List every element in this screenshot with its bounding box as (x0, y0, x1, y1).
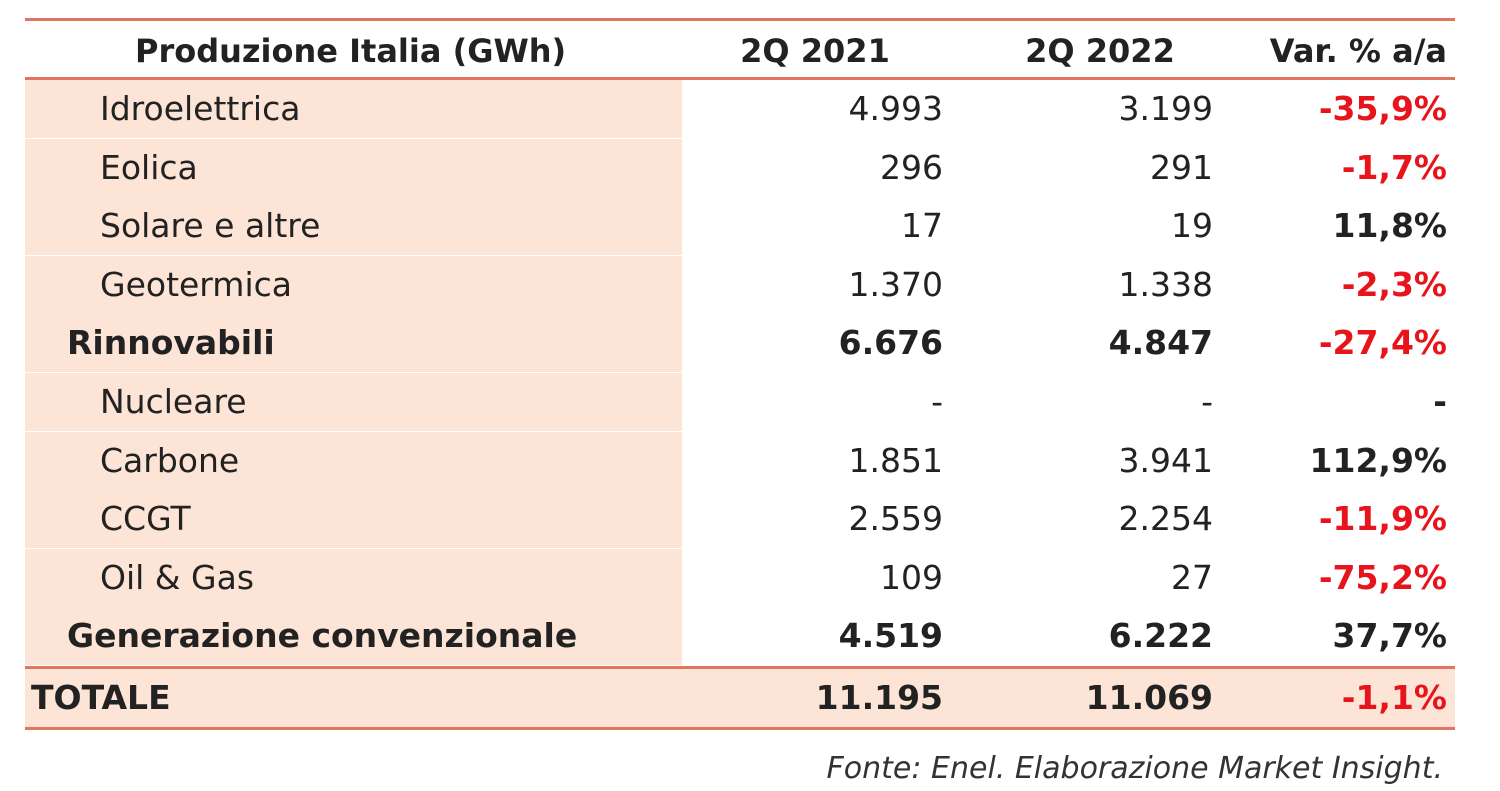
value-2q-2022: 2.254 (1118, 499, 1213, 539)
row-label: Carbone (100, 440, 240, 480)
value-variation: 11,8% (1332, 206, 1448, 246)
value-2q-2021: 6.676 (838, 323, 943, 363)
value-2q-2022: 1.338 (1118, 264, 1213, 304)
source-note: Fonte: Enel. Elaborazione Market Insight… (826, 751, 1443, 786)
total-2q-2021: 11.195 (815, 678, 943, 717)
total-row: TOTALE 11.195 11.069 -1,1% (25, 669, 1455, 727)
value-2q-2022: 27 (1171, 557, 1213, 597)
value-2q-2022: 4.847 (1108, 323, 1213, 363)
value-2q-2022: 3.941 (1118, 440, 1213, 480)
label-background (25, 197, 682, 256)
value-variation: 112,9% (1309, 440, 1447, 480)
table-row: Nucleare - - - (25, 373, 1455, 431)
table-row: Generazione convenzionale 4.519 6.222 37,7% (25, 607, 1455, 666)
value-2q-2021: 4.519 (838, 616, 943, 656)
total-variation: -1,1% (1341, 678, 1447, 717)
table-header: Produzione Italia (GWh) 2Q 2021 2Q 2022 … (25, 22, 1455, 80)
header-variation: Var. % a/a (1269, 32, 1447, 70)
value-2q-2021: - (931, 382, 943, 421)
value-2q-2021: 2.559 (848, 499, 943, 539)
label-background (25, 138, 682, 197)
total-label: TOTALE (31, 678, 171, 717)
value-2q-2022: 3.199 (1118, 89, 1213, 128)
table-row: Eolica 296 291 -1,7% (25, 138, 1455, 197)
header-label: Produzione Italia (GWh) (135, 32, 567, 70)
label-background (25, 490, 682, 549)
row-label: Nucleare (100, 382, 247, 421)
row-label: Rinnovabili (67, 323, 275, 363)
value-2q-2021: 296 (880, 147, 943, 187)
header-rule (25, 77, 1455, 80)
row-label: CCGT (100, 499, 191, 539)
header-2q-2022: 2Q 2022 (1025, 32, 1175, 70)
value-variation: -27,4% (1318, 323, 1447, 363)
label-background (25, 607, 682, 666)
row-label: Geotermica (100, 264, 292, 304)
table-row: CCGT 2.559 2.254 -11,9% (25, 490, 1455, 549)
bottom-rule (25, 727, 1455, 730)
label-background (25, 548, 682, 607)
value-variation: -35,9% (1318, 89, 1447, 128)
table-row: Oil & Gas 109 27 -75,2% (25, 548, 1455, 607)
total-top-rule (25, 666, 1455, 669)
value-variation: - (1433, 382, 1447, 421)
value-2q-2021: 109 (880, 557, 943, 597)
value-variation: 37,7% (1332, 616, 1448, 656)
table-row: Solare e altre 17 19 11,8% (25, 197, 1455, 256)
row-label: Generazione convenzionale (67, 616, 578, 656)
row-label: Idroelettrica (100, 89, 301, 128)
value-variation: -75,2% (1318, 557, 1447, 597)
value-2q-2022: 291 (1150, 147, 1213, 187)
value-2q-2021: 4.993 (848, 89, 943, 128)
label-background (25, 80, 682, 138)
label-background (25, 314, 682, 373)
row-label: Solare e altre (100, 206, 321, 246)
value-2q-2022: 6.222 (1108, 616, 1213, 656)
value-2q-2022: - (1201, 382, 1213, 421)
label-background (25, 255, 682, 314)
total-2q-2022: 11.069 (1085, 678, 1213, 717)
table-row: Carbone 1.851 3.941 112,9% (25, 431, 1455, 490)
value-2q-2021: 17 (901, 206, 943, 246)
value-variation: -1,7% (1341, 147, 1447, 187)
value-2q-2021: 1.370 (848, 264, 943, 304)
table-row: Rinnovabili 6.676 4.847 -27,4% (25, 314, 1455, 373)
row-label: Oil & Gas (100, 557, 255, 597)
top-rule (25, 18, 1455, 21)
label-background (25, 431, 682, 490)
value-variation: -11,9% (1318, 499, 1447, 539)
label-background (25, 373, 682, 431)
header-2q-2021: 2Q 2021 (740, 32, 890, 70)
table-row: Idroelettrica 4.993 3.199 -35,9% (25, 80, 1455, 138)
value-2q-2021: 1.851 (848, 440, 943, 480)
value-variation: -2,3% (1341, 264, 1447, 304)
row-label: Eolica (100, 147, 198, 187)
table-row: Geotermica 1.370 1.338 -2,3% (25, 255, 1455, 314)
value-2q-2022: 19 (1171, 206, 1213, 246)
